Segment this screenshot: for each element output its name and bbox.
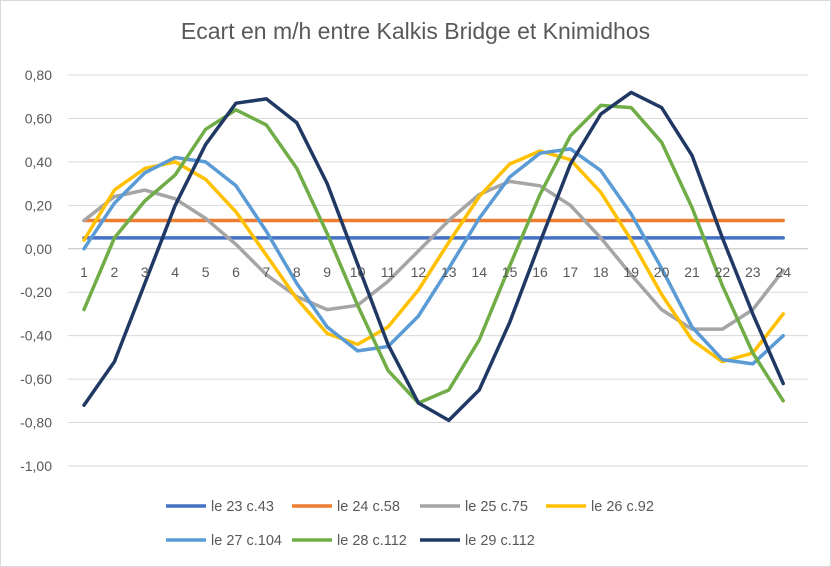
x-tick-label: 4	[171, 264, 179, 280]
x-tick-label: 2	[111, 264, 119, 280]
y-tick-label: 0,20	[25, 197, 52, 213]
y-tick-label: 0,60	[25, 110, 52, 126]
y-axis-tick-labels: 0,80 0,60 0,40 0,20 0,00 -0,20 -0,40 -0,60 -0,80…	[20, 67, 52, 474]
legend-label: le 23 c.43	[211, 499, 274, 515]
x-tick-label: 16	[532, 264, 548, 280]
legend-item: le 24 c.58	[292, 499, 400, 515]
y-tick-label: -0,80	[20, 415, 52, 431]
x-tick-label: 5	[202, 264, 210, 280]
legend: le 23 c.43 le 24 c.58 le 25 c.75 le 26 c.92…	[166, 499, 654, 549]
legend-item: le 28 c.112	[292, 533, 407, 549]
y-tick-label: -0,60	[20, 371, 52, 387]
y-tick-label: 0,80	[25, 67, 52, 83]
x-tick-label: 20	[654, 264, 670, 280]
x-tick-label: 21	[684, 264, 700, 280]
legend-label: le 29 c.112	[465, 533, 535, 549]
x-tick-label: 19	[623, 264, 639, 280]
x-tick-label: 22	[715, 264, 731, 280]
series-line	[82, 179, 785, 331]
legend-label: le 27 c.104	[211, 533, 282, 549]
legend-item: le 25 c.75	[420, 499, 528, 515]
series-line	[82, 149, 785, 364]
x-tick-label: 15	[502, 264, 518, 280]
series-line	[82, 90, 785, 423]
x-tick-label: 7	[263, 264, 271, 280]
x-tick-label: 6	[232, 264, 240, 280]
x-tick-label: 17	[563, 264, 579, 280]
legend-label: le 26 c.92	[591, 499, 654, 515]
legend-item: le 29 c.112	[420, 533, 535, 549]
legend-label: le 28 c.112	[337, 533, 407, 549]
y-tick-label: -0,40	[20, 328, 52, 344]
chart-title: Ecart en m/h entre Kalkis Bridge et Knim…	[180, 18, 651, 44]
x-tick-label: 18	[593, 264, 609, 280]
x-tick-label: 14	[471, 264, 487, 280]
x-tick-label: 23	[745, 264, 761, 280]
x-tick-label: 8	[293, 264, 301, 280]
legend-label: le 25 c.75	[465, 499, 528, 515]
x-tick-label: 10	[350, 264, 366, 280]
legend-item: le 27 c.104	[166, 533, 282, 549]
series-line	[82, 103, 785, 405]
x-tick-label: 1	[80, 264, 88, 280]
x-tick-label: 24	[775, 264, 791, 280]
x-tick-label: 13	[441, 264, 457, 280]
series-line	[82, 147, 785, 366]
x-tick-label: 9	[323, 264, 331, 280]
y-tick-label: -0,20	[20, 284, 52, 300]
gridlines	[68, 74, 808, 467]
series-lines	[82, 90, 785, 423]
y-tick-label: 0,40	[25, 154, 52, 170]
legend-item: le 26 c.92	[546, 499, 654, 515]
legend-item: le 23 c.43	[166, 499, 274, 515]
x-axis-tick-labels: 1 2 3 4 5 6 7 8 9 10 11 12 13 14 15 16 17 18 19 20 21 22 23 24	[80, 264, 791, 280]
y-tick-label: 0,00	[25, 241, 52, 257]
legend-label: le 24 c.58	[337, 499, 400, 515]
x-tick-label: 11	[381, 264, 396, 280]
x-tick-label: 3	[141, 264, 149, 280]
x-tick-label: 12	[411, 264, 427, 280]
y-tick-label: -1,00	[20, 458, 52, 474]
